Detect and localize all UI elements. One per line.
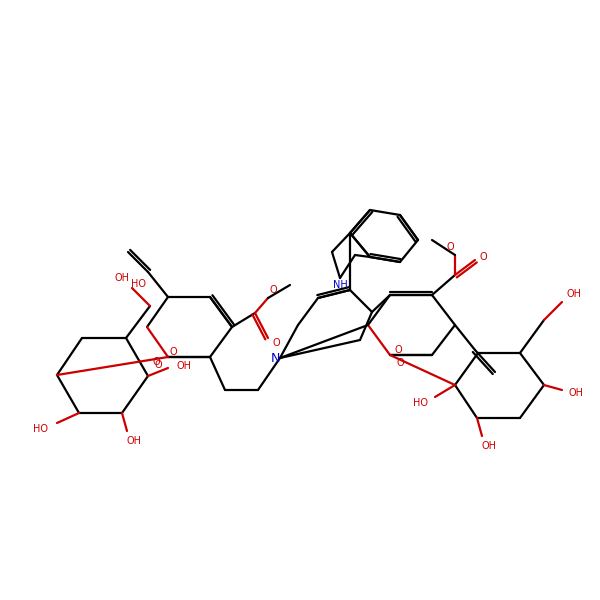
Text: O: O (169, 347, 177, 357)
Text: OH: OH (176, 361, 191, 371)
Text: O: O (269, 285, 277, 295)
Text: NH: NH (332, 280, 347, 290)
Text: O: O (272, 338, 280, 348)
Text: O: O (446, 242, 454, 252)
Text: O: O (396, 358, 404, 368)
Text: OH: OH (566, 289, 581, 299)
Text: HO: HO (131, 279, 146, 289)
Text: O: O (479, 252, 487, 262)
Text: HO: HO (413, 398, 427, 408)
Text: OH: OH (115, 273, 130, 283)
Text: O: O (154, 360, 162, 370)
Text: OH: OH (569, 388, 583, 398)
Text: HO: HO (34, 424, 49, 434)
Text: O: O (152, 357, 160, 367)
Text: OH: OH (127, 436, 142, 446)
Text: OH: OH (482, 441, 497, 451)
Text: O: O (394, 345, 402, 355)
Text: N: N (271, 352, 280, 364)
